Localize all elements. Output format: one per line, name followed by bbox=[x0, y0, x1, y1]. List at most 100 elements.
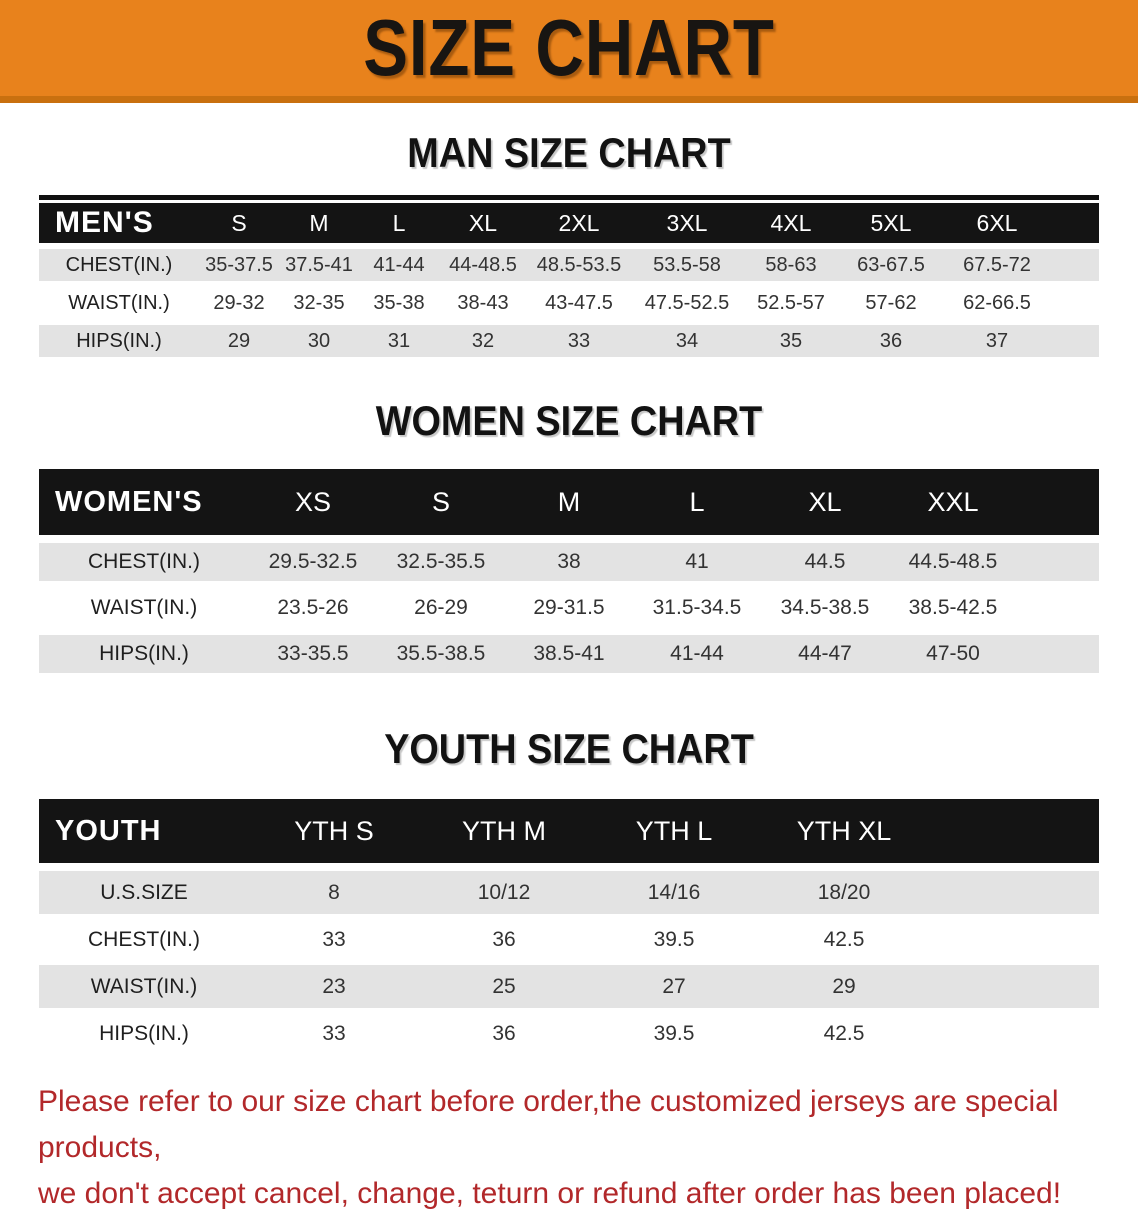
size-column-header: YTH L bbox=[589, 799, 759, 863]
size-column-header: YTH XL bbox=[759, 799, 929, 863]
size-value-cell: 18/20 bbox=[759, 863, 929, 914]
size-column-header: 4XL bbox=[743, 203, 839, 243]
size-value-cell: 67.5-72 bbox=[943, 243, 1051, 281]
spacer-cell bbox=[929, 914, 1099, 961]
table-row: HIPS(IN.) 33 36 39.5 42.5 bbox=[39, 1008, 1099, 1055]
row-label: HIPS(IN.) bbox=[39, 319, 199, 357]
spacer-cell bbox=[929, 1008, 1099, 1055]
table-row: CHEST(IN.) 35-37.5 37.5-41 41-44 44-48.5… bbox=[39, 243, 1099, 281]
size-column-header: S bbox=[377, 469, 505, 535]
youth-header-row: YOUTH YTH S YTH M YTH L YTH XL bbox=[39, 799, 1099, 863]
size-value-cell: 30 bbox=[279, 319, 359, 357]
size-value-cell: 42.5 bbox=[759, 1008, 929, 1055]
size-column-header: 3XL bbox=[631, 203, 743, 243]
size-column-header: L bbox=[633, 469, 761, 535]
size-column-header: 6XL bbox=[943, 203, 1051, 243]
men-header-row: MEN'S S M L XL 2XL 3XL 4XL 5XL 6XL bbox=[39, 203, 1099, 243]
row-label: HIPS(IN.) bbox=[39, 1008, 249, 1055]
spacer-cell bbox=[1017, 469, 1099, 535]
size-value-cell: 14/16 bbox=[589, 863, 759, 914]
size-value-cell: 29-32 bbox=[199, 281, 279, 319]
size-value-cell: 23.5-26 bbox=[249, 581, 377, 627]
spacer-cell bbox=[1017, 627, 1099, 673]
table-row: WAIST(IN.) 29-32 32-35 35-38 38-43 43-47… bbox=[39, 281, 1099, 319]
size-value-cell: 39.5 bbox=[589, 914, 759, 961]
youth-group-label: YOUTH bbox=[39, 799, 249, 863]
disclaimer-line-2: we don't accept cancel, change, teturn o… bbox=[38, 1177, 1062, 1210]
size-value-cell: 33 bbox=[249, 914, 419, 961]
size-value-cell: 34 bbox=[631, 319, 743, 357]
youth-section-title: YOUTH SIZE CHART bbox=[384, 725, 754, 772]
spacer-cell bbox=[1017, 535, 1099, 581]
disclaimer-note: Please refer to our size chart before or… bbox=[38, 1079, 1108, 1217]
size-value-cell: 36 bbox=[419, 914, 589, 961]
size-value-cell: 31 bbox=[359, 319, 439, 357]
women-header-row: WOMEN'S XS S M L XL XXL bbox=[39, 469, 1099, 535]
size-value-cell: 39.5 bbox=[589, 1008, 759, 1055]
men-section: MAN SIZE CHART MEN'S S M L XL 2XL 3XL 4X… bbox=[0, 129, 1138, 357]
size-value-cell: 37.5-41 bbox=[279, 243, 359, 281]
size-value-cell: 57-62 bbox=[839, 281, 943, 319]
size-value-cell: 44-47 bbox=[761, 627, 889, 673]
men-group-label: MEN'S bbox=[39, 203, 199, 243]
size-value-cell: 42.5 bbox=[759, 914, 929, 961]
women-section: WOMEN SIZE CHART WOMEN'S XS S M L XL XXL… bbox=[0, 397, 1138, 673]
size-value-cell: 58-63 bbox=[743, 243, 839, 281]
spacer-cell bbox=[1051, 281, 1099, 319]
size-value-cell: 29-31.5 bbox=[505, 581, 633, 627]
size-column-header: M bbox=[279, 203, 359, 243]
size-value-cell: 44-48.5 bbox=[439, 243, 527, 281]
men-section-title: MAN SIZE CHART bbox=[407, 129, 731, 176]
size-value-cell: 8 bbox=[249, 863, 419, 914]
size-column-header: 2XL bbox=[527, 203, 631, 243]
row-label: WAIST(IN.) bbox=[39, 581, 249, 627]
size-value-cell: 35 bbox=[743, 319, 839, 357]
row-label: CHEST(IN.) bbox=[39, 243, 199, 281]
youth-section: YOUTH SIZE CHART YOUTH YTH S YTH M YTH L… bbox=[0, 725, 1138, 1055]
size-value-cell: 43-47.5 bbox=[527, 281, 631, 319]
size-value-cell: 63-67.5 bbox=[839, 243, 943, 281]
spacer-cell bbox=[929, 863, 1099, 914]
size-column-header: L bbox=[359, 203, 439, 243]
spacer-cell bbox=[1051, 203, 1099, 243]
size-value-cell: 32.5-35.5 bbox=[377, 535, 505, 581]
size-value-cell: 27 bbox=[589, 961, 759, 1008]
size-value-cell: 41-44 bbox=[359, 243, 439, 281]
disclaimer-line-1: Please refer to our size chart before or… bbox=[38, 1085, 1059, 1164]
spacer-cell bbox=[929, 799, 1099, 863]
row-label: U.S.SIZE bbox=[39, 863, 249, 914]
youth-size-table: YOUTH YTH S YTH M YTH L YTH XL U.S.SIZE … bbox=[39, 799, 1099, 1055]
women-group-label: WOMEN'S bbox=[39, 469, 249, 535]
size-column-header: XL bbox=[439, 203, 527, 243]
size-value-cell: 33 bbox=[249, 1008, 419, 1055]
size-value-cell: 41 bbox=[633, 535, 761, 581]
spacer-cell bbox=[1051, 319, 1099, 357]
spacer-cell bbox=[1017, 581, 1099, 627]
size-column-header: XXL bbox=[889, 469, 1017, 535]
banner: SIZE CHART bbox=[0, 0, 1138, 103]
size-value-cell: 34.5-38.5 bbox=[761, 581, 889, 627]
table-row: WAIST(IN.) 23 25 27 29 bbox=[39, 961, 1099, 1008]
size-value-cell: 37 bbox=[943, 319, 1051, 357]
table-row: HIPS(IN.) 33-35.5 35.5-38.5 38.5-41 41-4… bbox=[39, 627, 1099, 673]
row-label: HIPS(IN.) bbox=[39, 627, 249, 673]
size-value-cell: 38 bbox=[505, 535, 633, 581]
men-size-table: MEN'S S M L XL 2XL 3XL 4XL 5XL 6XL CHEST… bbox=[39, 203, 1099, 357]
banner-title: SIZE CHART bbox=[363, 3, 775, 92]
spacer-cell bbox=[1051, 243, 1099, 281]
table-row: WAIST(IN.) 23.5-26 26-29 29-31.5 31.5-34… bbox=[39, 581, 1099, 627]
row-label: WAIST(IN.) bbox=[39, 961, 249, 1008]
size-value-cell: 26-29 bbox=[377, 581, 505, 627]
women-size-table: WOMEN'S XS S M L XL XXL CHEST(IN.) 29.5-… bbox=[39, 469, 1099, 673]
size-value-cell: 29 bbox=[199, 319, 279, 357]
spacer-cell bbox=[929, 961, 1099, 1008]
size-value-cell: 32-35 bbox=[279, 281, 359, 319]
row-label: CHEST(IN.) bbox=[39, 535, 249, 581]
size-column-header: XL bbox=[761, 469, 889, 535]
size-column-header: M bbox=[505, 469, 633, 535]
size-value-cell: 38-43 bbox=[439, 281, 527, 319]
size-value-cell: 36 bbox=[839, 319, 943, 357]
size-value-cell: 38.5-42.5 bbox=[889, 581, 1017, 627]
size-value-cell: 62-66.5 bbox=[943, 281, 1051, 319]
size-value-cell: 10/12 bbox=[419, 863, 589, 914]
